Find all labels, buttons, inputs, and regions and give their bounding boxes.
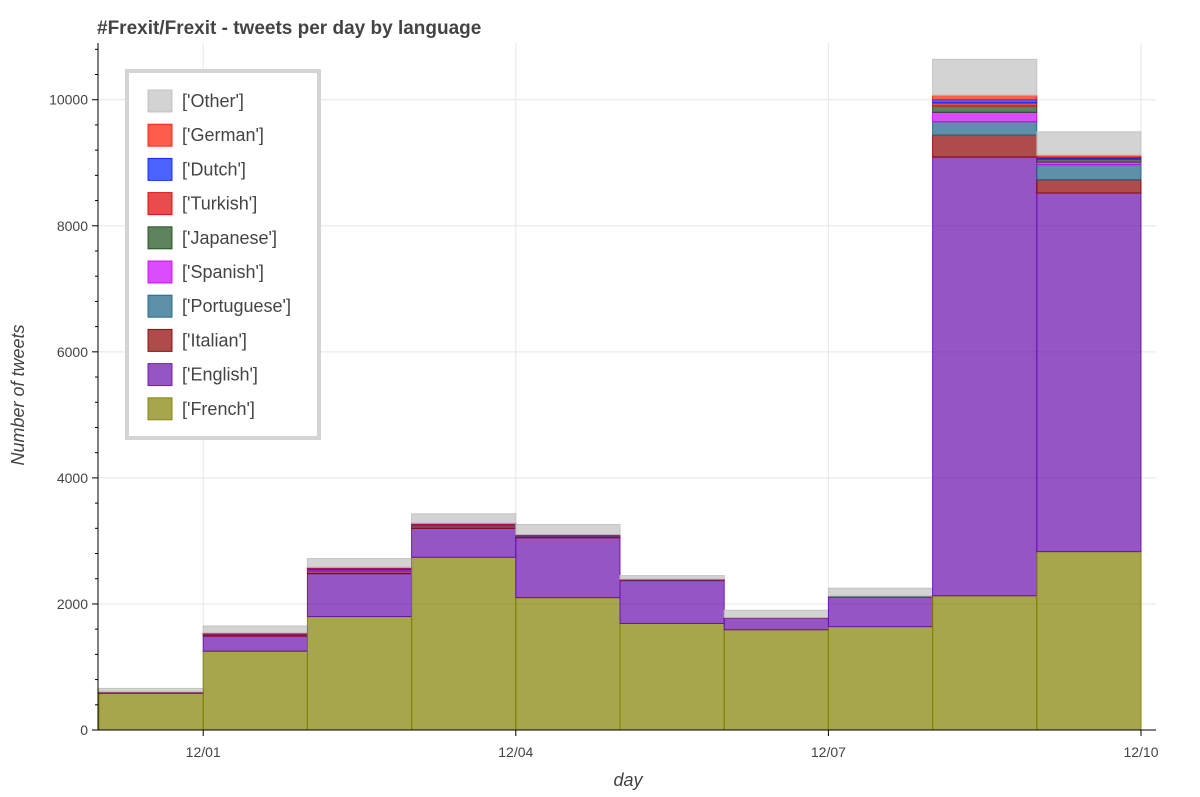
legend-label: ['Portuguese'] xyxy=(182,296,291,316)
bar-segment xyxy=(827,596,934,628)
legend-label: ['English'] xyxy=(182,365,258,385)
axes xyxy=(92,43,1156,736)
bar-segment xyxy=(202,635,308,652)
y-tick-labels: 0 2000 4000 6000 8000 10000 xyxy=(49,92,88,738)
legend: ['Other'] ['German'] ['Dutch'] ['Turkish'] [… xyxy=(125,69,321,440)
bar-segment xyxy=(723,629,829,731)
bar-segment xyxy=(932,94,1038,101)
bar-segment xyxy=(827,587,934,597)
bar-segment xyxy=(932,121,1038,136)
bar-segment xyxy=(98,692,204,731)
bar-segment xyxy=(723,617,829,631)
bar-segment xyxy=(932,134,1038,158)
bar-segment xyxy=(98,687,204,693)
bar-segment xyxy=(1036,131,1142,156)
bar-segment xyxy=(411,556,517,731)
legend-swatch xyxy=(147,89,173,113)
bar-segment xyxy=(411,527,517,558)
y-tick-label: 0 xyxy=(80,722,88,738)
x-tick-label: 12/01 xyxy=(186,744,221,760)
bar-segment xyxy=(1036,551,1142,731)
bar-segment xyxy=(932,58,1038,96)
bar-segment xyxy=(932,105,1038,113)
bar-segment xyxy=(202,625,308,634)
x-tick-label: 12/10 xyxy=(1123,744,1158,760)
x-tick-label: 12/04 xyxy=(498,744,533,760)
legend-label: ['Turkish'] xyxy=(182,194,257,214)
x-tick-label: 12/07 xyxy=(811,744,846,760)
x-axis-label: day xyxy=(613,770,643,790)
bar-segment xyxy=(827,626,934,731)
bar-segment xyxy=(1036,179,1142,194)
legend-swatch xyxy=(147,328,173,352)
legend-swatch xyxy=(147,226,173,250)
y-tick-label: 4000 xyxy=(57,470,88,486)
bar-segment xyxy=(515,537,621,599)
bar-segment xyxy=(619,575,725,580)
legend-swatch xyxy=(147,363,173,387)
legend-label: ['German'] xyxy=(182,125,264,145)
bar-segment xyxy=(515,597,621,731)
legend-label: ['Spanish'] xyxy=(182,262,264,282)
y-tick-label: 10000 xyxy=(49,92,88,108)
legend-swatch xyxy=(147,294,173,318)
bar-segment xyxy=(1036,192,1142,553)
x-tick-labels: 12/01 12/04 12/07 12/10 xyxy=(186,744,1159,760)
y-axis-label: Number of tweets xyxy=(8,324,28,465)
bar-segment xyxy=(932,156,1038,597)
bar-segment xyxy=(306,558,413,568)
y-tick-label: 8000 xyxy=(57,218,88,234)
bar-segment xyxy=(619,622,725,731)
legend-swatch xyxy=(147,192,173,216)
legend-swatch xyxy=(147,157,173,181)
legend-label: ['Dutch'] xyxy=(182,159,246,179)
bar-segment xyxy=(202,650,308,731)
legend-swatch xyxy=(147,123,173,147)
bar-segment xyxy=(723,609,829,618)
legend-label: ['Other'] xyxy=(182,91,244,111)
bar-segment xyxy=(306,616,413,731)
chart-title: #Frexit/Frexit - tweets per day by langu… xyxy=(97,18,481,39)
bar-segment xyxy=(411,513,517,524)
bar-segment xyxy=(619,580,725,624)
bar-segment xyxy=(515,524,621,536)
legend-label: ['Italian'] xyxy=(182,330,247,350)
legend-label: ['Japanese'] xyxy=(182,228,277,248)
y-tick-label: 2000 xyxy=(57,596,88,612)
legend-label: ['French'] xyxy=(182,399,255,419)
bar-segment xyxy=(932,595,1038,731)
legend-swatch xyxy=(147,397,173,421)
bars-layer xyxy=(98,58,1142,731)
y-tick-label: 6000 xyxy=(57,344,88,360)
bar-segment xyxy=(306,573,413,618)
bar-segment xyxy=(1036,164,1142,181)
legend-swatch xyxy=(147,260,173,284)
bar-segment xyxy=(932,111,1038,123)
